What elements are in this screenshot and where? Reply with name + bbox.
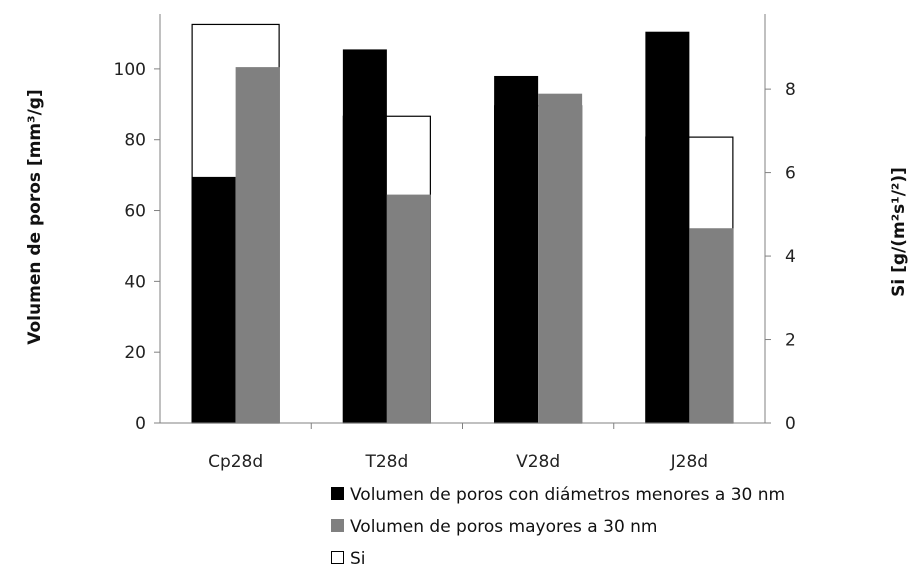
right-tick-label-6: 6 [785,164,796,184]
x-tick-label-Cp28d: Cp28d [208,452,263,472]
bar-large-pores-T28d [386,194,431,423]
left-axis-ticks: 0 20 40 60 80 100 [114,60,160,434]
legend-label-series-1: Volumen de poros con diámetros menores a… [350,485,785,505]
right-tick-label-2: 2 [785,331,796,351]
left-tick-label-40: 40 [124,272,146,292]
bar-large-pores-V28d [538,93,583,423]
axes [159,14,766,429]
bar-small-pores-V28d [494,75,539,423]
right-tick-label-8: 8 [785,80,796,100]
legend-swatch-series-1 [331,487,344,500]
left-tick-label-20: 20 [124,343,146,363]
bar-small-pores-T28d [342,49,387,423]
legend-swatch-series-2 [331,519,344,532]
x-tick-label-V28d: V28d [516,452,560,472]
left-tick-label-80: 80 [124,131,146,151]
category-labels: Cp28d T28d V28d J28d [208,452,708,472]
x-tick-label-J28d: J28d [670,452,708,472]
bar-small-pores-Cp28d [191,176,236,423]
right-axis-ticks: 0 2 4 6 8 [765,80,796,434]
legend-swatch-series-3 [331,551,344,564]
left-tick-label-0: 0 [135,414,146,434]
legend: Volumen de poros con diámetros menores a… [331,485,785,569]
right-tick-label-0: 0 [785,414,796,434]
y-axis-title: Volumen de poros [mm³/g] [25,89,45,344]
y2-axis-title: Si [g/(m²s¹/²)] [889,167,909,297]
bar-small-pores-J28d [645,31,690,423]
left-tick-label-60: 60 [124,202,146,222]
right-tick-label-4: 4 [785,247,796,267]
x-tick-label-T28d: T28d [364,452,408,472]
bars [191,23,734,424]
bar-large-pores-J28d [689,228,734,423]
bar-large-pores-Cp28d [235,67,280,423]
left-tick-label-100: 100 [114,60,146,80]
legend-label-series-3: Si [350,549,366,569]
legend-label-series-2: Volumen de poros mayores a 30 nm [350,517,658,537]
